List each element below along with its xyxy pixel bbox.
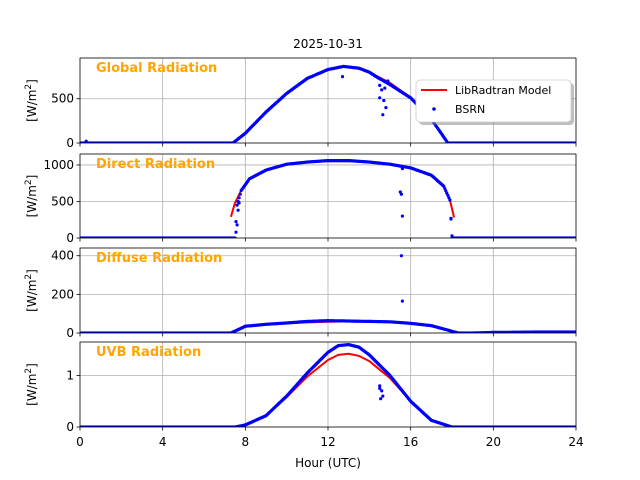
xtick-label: 8 (242, 435, 250, 449)
panel-1: 0 500 1000 [W/m2] Direct Radiation (24, 153, 577, 245)
bsrn-point (234, 220, 238, 224)
bsrn-point (234, 230, 238, 234)
chart-title: 2025-10-31 (293, 37, 363, 51)
bsrn-point (84, 139, 88, 143)
bsrn-point (400, 299, 404, 303)
bsrn-point (378, 386, 382, 390)
xtick-label: 0 (76, 435, 84, 449)
bsrn-point (381, 113, 385, 117)
ytick-label: 200 (51, 287, 74, 301)
y-axis-label: [W/m2] (24, 269, 39, 312)
bsrn-point (381, 394, 385, 398)
grid-lines (80, 248, 576, 333)
bsrn-point (384, 106, 388, 110)
legend: LibRadtran Model BSRN (415, 79, 574, 125)
bsrn-point (235, 203, 239, 207)
x-axis-label: Hour (UTC) (295, 456, 361, 470)
ytick-label: 1000 (43, 158, 74, 172)
bsrn-point (237, 201, 241, 205)
xtick-label: 12 (320, 435, 335, 449)
legend-box (415, 79, 572, 123)
bsrn-point (378, 384, 382, 388)
y-axis-label: [W/m2] (24, 363, 39, 406)
bsrn-point (340, 75, 345, 79)
ytick-label: 0 (66, 326, 74, 340)
grid-lines (80, 154, 576, 238)
panels-group: 0 500 [W/m2] Global Radiation 0 500 1000 [W/m2]… (24, 57, 577, 434)
y-axis-label: [W/m2] (24, 175, 39, 218)
ytick-label: 1 (66, 368, 74, 382)
bsrn-point (236, 208, 240, 212)
xtick-label: 16 (403, 435, 418, 449)
bsrn-point (237, 196, 241, 200)
panel-label: UVB Radiation (96, 345, 201, 360)
bsrn-point (378, 96, 382, 100)
legend-bsrn-swatch (432, 107, 436, 111)
bsrn-point (400, 167, 404, 171)
bsrn-point (448, 198, 452, 202)
ytick-label: 400 (51, 249, 74, 263)
ytick-label: 500 (51, 92, 74, 106)
ytick-label: 500 (51, 194, 74, 208)
bsrn-point (450, 234, 454, 238)
bsrn-point (383, 86, 387, 90)
ytick-label: 0 (66, 420, 74, 434)
panel-label: Diffuse Radiation (96, 251, 222, 266)
bsrn-point (238, 192, 242, 196)
xtick-label: 4 (159, 435, 167, 449)
y-axis-label: [W/m2] (24, 79, 39, 122)
panel-frame (79, 341, 577, 428)
bsrn-point (573, 330, 576, 333)
bsrn-point (399, 254, 403, 258)
legend-model-label: LibRadtran Model (455, 84, 551, 97)
ytick-label: 0 (66, 231, 74, 245)
bsrn-point (378, 83, 382, 87)
bsrn-point (442, 184, 446, 188)
bsrn-point (386, 79, 390, 83)
grid-lines (80, 342, 576, 427)
legend-bsrn-label: BSRN (455, 103, 485, 116)
bsrn-point (380, 88, 384, 92)
bsrn-point (380, 389, 384, 393)
bsrn-point (449, 216, 453, 220)
panel-label: Direct Radiation (96, 157, 215, 172)
panel-3: 0 1 [W/m2] UVB Radiation (24, 341, 577, 434)
x-axis: 0 4 8 12 16 20 24 (76, 435, 583, 449)
panel-label: Global Radiation (96, 61, 217, 76)
panel-frame (79, 57, 577, 144)
bsrn-point (399, 192, 403, 196)
xtick-label: 20 (486, 435, 501, 449)
panel-frame (79, 247, 577, 334)
xtick-label: 24 (568, 435, 583, 449)
ytick-label: 0 (66, 136, 74, 150)
panel-frame (79, 153, 577, 239)
panel-2: 0 200 400 [W/m2] Diffuse Radiation (24, 247, 577, 340)
bsrn-point (400, 214, 404, 218)
bsrn-point (382, 98, 386, 103)
panel-0: 0 500 [W/m2] Global Radiation (24, 57, 577, 150)
bsrn-point (379, 397, 383, 401)
bsrn-point (235, 223, 239, 227)
